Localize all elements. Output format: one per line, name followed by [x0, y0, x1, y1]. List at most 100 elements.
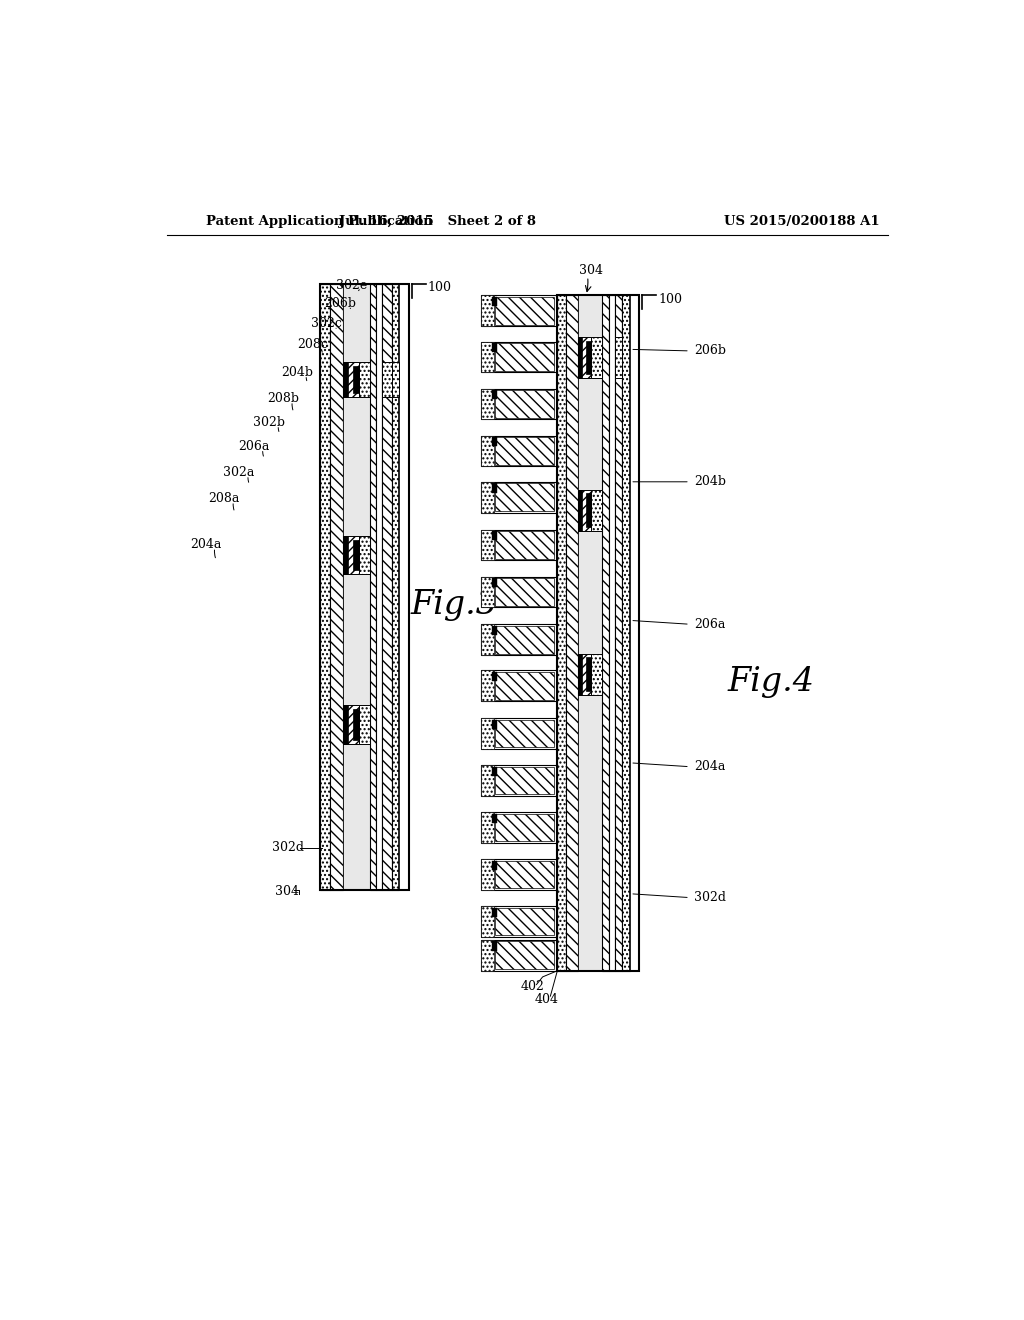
- Bar: [481, 436, 494, 466]
- Bar: [493, 483, 497, 492]
- Bar: [614, 337, 623, 378]
- Bar: [496, 297, 554, 325]
- Bar: [359, 536, 370, 574]
- Bar: [592, 653, 601, 696]
- Bar: [481, 906, 494, 937]
- Bar: [496, 626, 554, 653]
- Bar: [614, 296, 623, 970]
- Bar: [623, 296, 630, 970]
- Bar: [481, 718, 494, 748]
- Text: 204b: 204b: [693, 475, 726, 488]
- Bar: [370, 284, 376, 890]
- Bar: [481, 940, 494, 970]
- Bar: [493, 908, 497, 917]
- Bar: [343, 363, 359, 397]
- Bar: [481, 577, 557, 607]
- Bar: [481, 859, 494, 890]
- Bar: [481, 529, 557, 561]
- Bar: [578, 337, 583, 378]
- Bar: [321, 284, 331, 890]
- Bar: [557, 296, 639, 970]
- Bar: [493, 578, 497, 587]
- Text: 208a: 208a: [209, 492, 240, 506]
- Bar: [481, 436, 557, 466]
- Bar: [481, 718, 557, 748]
- Bar: [592, 490, 601, 531]
- Bar: [578, 337, 592, 378]
- Bar: [493, 297, 497, 306]
- Text: 100: 100: [658, 293, 682, 306]
- Bar: [331, 284, 343, 890]
- Bar: [578, 490, 592, 531]
- Text: 304: 304: [580, 264, 603, 277]
- Bar: [493, 719, 497, 729]
- Text: 302d: 302d: [272, 841, 304, 854]
- Bar: [481, 624, 557, 655]
- Bar: [343, 363, 348, 397]
- Bar: [578, 296, 601, 970]
- Text: 204a: 204a: [693, 760, 725, 774]
- Bar: [343, 284, 370, 890]
- Bar: [382, 284, 391, 890]
- Bar: [481, 812, 557, 843]
- Bar: [391, 284, 399, 890]
- Text: 206a: 206a: [238, 440, 269, 453]
- Text: 208c: 208c: [297, 338, 328, 351]
- Bar: [481, 296, 557, 326]
- Bar: [481, 859, 557, 890]
- Text: Jul. 16, 2015   Sheet 2 of 8: Jul. 16, 2015 Sheet 2 of 8: [340, 215, 537, 228]
- Bar: [481, 388, 494, 420]
- Bar: [493, 813, 497, 822]
- Text: 302b: 302b: [253, 416, 285, 429]
- Bar: [382, 363, 391, 397]
- Text: US 2015/0200188 A1: US 2015/0200188 A1: [724, 215, 880, 228]
- Bar: [481, 482, 494, 512]
- Bar: [391, 363, 399, 397]
- Bar: [578, 653, 592, 696]
- Bar: [496, 483, 554, 511]
- Bar: [481, 529, 494, 561]
- Bar: [608, 296, 614, 970]
- Text: 302d: 302d: [693, 891, 726, 904]
- Text: Fig.4: Fig.4: [728, 667, 815, 698]
- Bar: [481, 812, 494, 843]
- Bar: [557, 296, 566, 970]
- Bar: [359, 705, 370, 743]
- Bar: [481, 296, 494, 326]
- Text: 402: 402: [520, 979, 545, 993]
- Bar: [496, 578, 554, 606]
- Bar: [481, 671, 557, 701]
- Text: Fig.3: Fig.3: [410, 589, 497, 620]
- Text: 206b: 206b: [325, 297, 356, 310]
- Bar: [343, 536, 348, 574]
- Bar: [481, 766, 494, 796]
- Bar: [493, 767, 497, 776]
- Bar: [352, 366, 359, 393]
- Bar: [481, 906, 557, 937]
- Bar: [352, 709, 359, 739]
- Bar: [586, 341, 592, 374]
- Bar: [496, 719, 554, 747]
- Text: 204b: 204b: [281, 366, 313, 379]
- Bar: [359, 363, 370, 397]
- Bar: [321, 284, 409, 890]
- Text: 206b: 206b: [693, 345, 726, 358]
- Bar: [343, 705, 348, 743]
- Bar: [481, 940, 557, 970]
- Bar: [343, 536, 359, 574]
- Bar: [481, 766, 557, 796]
- Bar: [557, 296, 639, 970]
- Bar: [493, 672, 497, 681]
- Bar: [493, 437, 497, 446]
- Bar: [481, 388, 557, 420]
- Bar: [343, 705, 359, 743]
- Bar: [399, 284, 409, 890]
- Bar: [496, 813, 554, 841]
- Bar: [493, 941, 497, 950]
- Bar: [496, 672, 554, 700]
- Bar: [481, 671, 494, 701]
- Bar: [481, 342, 557, 372]
- Bar: [481, 482, 557, 512]
- Text: 100: 100: [428, 281, 452, 294]
- Bar: [496, 767, 554, 795]
